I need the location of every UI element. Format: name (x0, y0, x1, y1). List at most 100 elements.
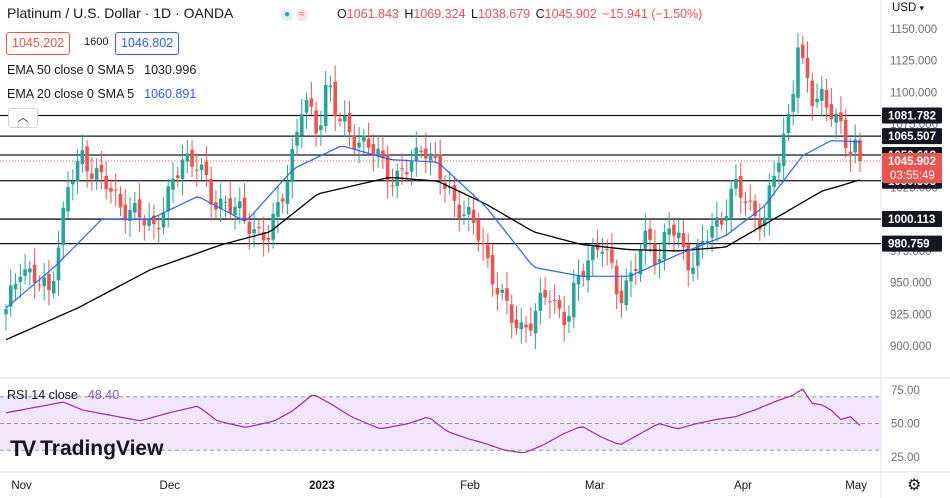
candle-body (338, 118, 342, 122)
candle-body (686, 244, 691, 271)
ema50-value: 1030.996 (144, 63, 197, 77)
candle-body (595, 244, 600, 250)
candle-body (199, 164, 204, 171)
candle-body (85, 146, 89, 172)
candle-body (271, 213, 275, 240)
ema20-legend[interactable]: EMA 20 close 0 SMA 5 1060.891 (7, 87, 196, 101)
sell-button[interactable]: 1045.202 (6, 32, 71, 55)
time-tick-label: Mar (585, 480, 605, 492)
candle-body (500, 289, 504, 293)
candle-body (676, 232, 681, 239)
candle-body (734, 178, 738, 189)
candle-body (175, 175, 180, 179)
candle-body (710, 225, 714, 238)
market-status-icon[interactable]: ● (281, 9, 293, 21)
candle-body (738, 175, 743, 198)
candle-body (481, 243, 485, 245)
candle-body (762, 217, 767, 226)
tradingview-mark-icon: TV (10, 436, 36, 461)
candle-body (152, 215, 156, 225)
wave-icon[interactable]: ≈ (296, 9, 308, 21)
candle-body (853, 139, 858, 153)
candle-body (228, 198, 233, 214)
rsi-legend[interactable]: RSI 14 close 48.40 (7, 388, 119, 402)
candle-body (333, 81, 337, 116)
candle-body (171, 178, 175, 190)
candle-body (519, 322, 524, 330)
price-tick-label: 950.000 (890, 278, 932, 290)
candle-body (433, 154, 438, 158)
candle-body (605, 249, 609, 251)
candle-body (32, 264, 37, 283)
candle-body (133, 203, 137, 213)
symbol-title-text: Platinum / U.S. Dollar · 1D · OANDA (7, 5, 234, 21)
candle-body (28, 268, 32, 273)
candle-body (858, 140, 862, 161)
candle-body (99, 164, 104, 173)
candle-body (128, 209, 132, 221)
candle-body (90, 173, 94, 179)
candle-body (624, 280, 629, 306)
candle-body (385, 154, 390, 183)
candle-body (61, 207, 66, 246)
time-tick-label: May (845, 480, 867, 492)
symbol-title[interactable]: Platinum / U.S. Dollar · 1D · OANDA (7, 5, 233, 21)
candle-body (319, 125, 323, 131)
candle-body (495, 288, 500, 295)
candle-body (190, 149, 194, 167)
candle-body (543, 289, 547, 298)
candle-body (209, 178, 213, 205)
candle-body (276, 202, 280, 217)
rsi-value: 48.40 (87, 388, 120, 402)
candle-body (800, 44, 805, 58)
candle-body (758, 219, 762, 230)
buy-button[interactable]: 1046.802 (115, 32, 180, 55)
candle-body (614, 265, 619, 295)
ema50-legend[interactable]: EMA 50 close 0 SMA 5 1030.996 (7, 63, 196, 77)
candle-body (548, 301, 552, 303)
currency-selector[interactable]: USD ▾ (892, 2, 924, 14)
rsi-band (0, 396, 881, 451)
candle-body (156, 227, 161, 230)
gear-icon[interactable]: ⚙ (907, 477, 921, 494)
tradingview-logo[interactable]: TV TradingView (10, 436, 163, 462)
candle-body (753, 200, 757, 217)
low-value: 1038.679 (477, 7, 531, 21)
candle-body (376, 148, 380, 157)
candle-body (681, 233, 686, 248)
candle-body (371, 144, 376, 155)
time-tick-label: Dec (160, 480, 181, 492)
ohlc-values: O1061.843 H1069.324 L1038.679 C1045.902 … (337, 7, 703, 21)
rsi-tick-label: 75.00 (891, 385, 920, 397)
candle-body (466, 207, 471, 215)
candle-body (161, 212, 166, 228)
candle-body (37, 284, 42, 286)
candle-body (147, 218, 151, 226)
candle-body (109, 187, 113, 192)
change-value: −15.941 (−1.50%) (602, 7, 703, 21)
candle-body (180, 159, 185, 180)
candle-body (567, 316, 571, 322)
candle-body (529, 323, 533, 331)
collapse-legend-button[interactable]: ︿ (8, 108, 38, 128)
level-label: 1081.782 (888, 111, 936, 123)
candle-body (815, 98, 819, 103)
candle-body (552, 300, 557, 302)
time-tick-label: Feb (460, 480, 480, 492)
candle-body (13, 284, 18, 290)
candle-body (223, 201, 228, 203)
chevron-up-icon: ︿ (17, 112, 29, 124)
level-label: 1065.507 (888, 131, 936, 143)
ema20-line (5, 139, 861, 309)
candle-body (810, 80, 815, 106)
rsi-tick-label: 50.00 (891, 419, 920, 431)
rsi-tick-label: 25.00 (891, 452, 920, 464)
candle-body (600, 251, 605, 254)
candle-body (352, 135, 357, 150)
candle-body (280, 198, 285, 202)
candle-body (414, 147, 419, 161)
price-tick-label: 1150.000 (890, 24, 937, 36)
candle-body (299, 114, 304, 136)
ema20-label: EMA 20 close 0 SMA 5 (7, 87, 135, 101)
